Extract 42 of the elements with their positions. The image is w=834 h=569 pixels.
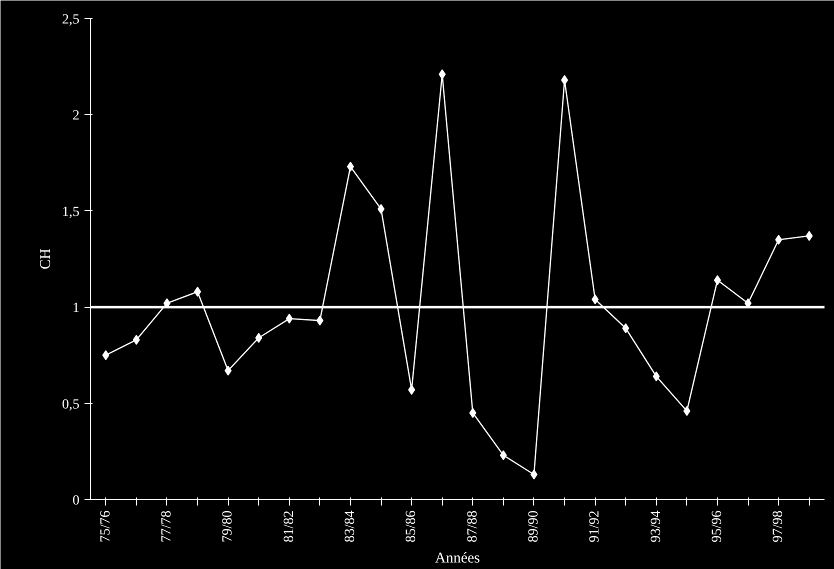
point — [806, 230, 813, 241]
point — [316, 316, 324, 326]
point — [378, 204, 385, 214]
y-tick-label: 2 — [72, 108, 80, 124]
point — [438, 69, 446, 80]
point — [408, 384, 416, 395]
point — [194, 286, 202, 297]
y-tick-label: 0,5 — [62, 397, 80, 412]
point — [286, 314, 293, 324]
x-tick-label: 85/86 — [404, 510, 420, 542]
x-tick-label: 83/84 — [342, 510, 358, 542]
x-tick-label: 97/98 — [771, 510, 786, 542]
point — [652, 371, 660, 382]
point — [500, 450, 507, 460]
x-axis-title: Années — [435, 550, 480, 566]
x-tick-label: 93/94 — [648, 510, 664, 542]
point — [683, 406, 690, 416]
point — [714, 275, 721, 286]
point — [224, 366, 232, 376]
point — [469, 408, 476, 418]
y-tick-label: 1,5 — [62, 204, 80, 220]
point — [102, 350, 110, 360]
x-tick-label: 77/78 — [159, 510, 174, 542]
point — [775, 234, 782, 245]
y-axis-title: CH — [38, 248, 54, 270]
point — [622, 323, 630, 334]
y-tick-label: 0 — [72, 494, 80, 508]
point — [255, 332, 262, 343]
x-tick-label: 95/96 — [710, 510, 725, 542]
point — [561, 75, 568, 86]
x-tick-label: 75/76 — [98, 510, 114, 542]
y-tick-label: 1 — [72, 301, 80, 316]
point — [592, 294, 599, 304]
x-tick-label: 79/80 — [220, 510, 236, 542]
y-tick-label: 2,5 — [62, 12, 80, 28]
x-tick-label: 89/90 — [526, 510, 542, 542]
point — [346, 162, 354, 172]
point — [132, 334, 140, 345]
point — [530, 469, 538, 480]
x-tick-label: 87/88 — [465, 510, 480, 542]
x-tick-label: 81/82 — [282, 510, 297, 542]
x-tick-label: 91/92 — [588, 510, 603, 542]
